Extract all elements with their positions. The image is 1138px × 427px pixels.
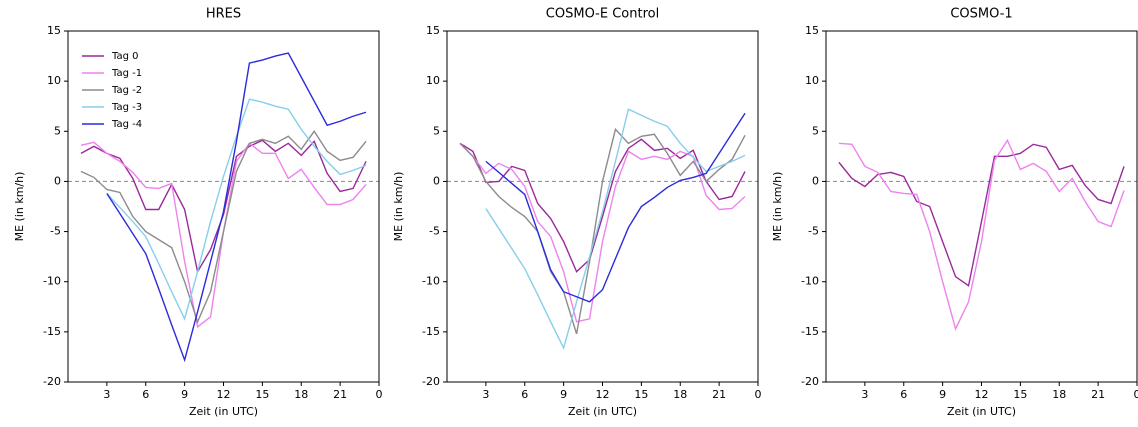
x-tick-label: 3	[103, 388, 110, 401]
y-tick-label: 5	[812, 124, 819, 137]
plot-frame	[447, 31, 758, 382]
panel: COSMO-E Control Zeit (in UTC) ME (in km/h)…	[392, 7, 762, 419]
x-tick-label: 12	[596, 388, 610, 401]
line-series	[460, 129, 745, 334]
line-series	[81, 140, 366, 271]
chart-title: HRES	[206, 7, 241, 22]
line-series	[839, 144, 1124, 285]
x-tick-label: 15	[255, 388, 269, 401]
y-tick-label: -20	[801, 375, 819, 388]
panel: HRES Zeit (in UTC) ME (in km/h) -20 -15 -10 -5…	[13, 7, 383, 419]
y-tick-label: -15	[422, 325, 440, 338]
y-tick-label: -15	[43, 325, 61, 338]
y-tick-label: 10	[805, 74, 819, 87]
x-tick-label: 21	[1091, 388, 1105, 401]
x-tick-label: 21	[333, 388, 347, 401]
y-tick-label: 0	[812, 174, 819, 187]
x-tick-label: 0	[376, 388, 383, 401]
x-tick-label: 9	[560, 388, 567, 401]
y-tick-label: 15	[47, 24, 61, 37]
panel: COSMO-1 Zeit (in UTC) ME (in km/h) -20 -15 -1…	[771, 7, 1138, 419]
y-tick-label: 0	[54, 174, 61, 187]
y-tick-label: -5	[808, 225, 819, 238]
line-series	[460, 139, 745, 271]
x-axis-label: Zeit (in UTC)	[568, 405, 637, 418]
x-tick-label: 3	[861, 388, 868, 401]
chart-title: COSMO-1	[950, 7, 1012, 22]
x-tick-label: 15	[634, 388, 648, 401]
y-tick-label: 15	[805, 24, 819, 37]
x-tick-label: 6	[142, 388, 149, 401]
x-axis-label: Zeit (in UTC)	[189, 405, 258, 418]
x-tick-label: 18	[1052, 388, 1066, 401]
y-axis-label: ME (in km/h)	[13, 172, 26, 242]
y-tick-label: -20	[43, 375, 61, 388]
x-tick-label: 18	[294, 388, 308, 401]
x-tick-label: 6	[521, 388, 528, 401]
y-tick-label: 0	[433, 174, 440, 187]
line-series	[839, 140, 1124, 329]
legend-label: Tag -2	[111, 85, 142, 96]
line-series	[460, 143, 745, 322]
y-tick-label: 15	[426, 24, 440, 37]
x-tick-label: 18	[673, 388, 687, 401]
y-tick-label: 10	[426, 74, 440, 87]
y-tick-label: -15	[801, 325, 819, 338]
line-series	[81, 131, 366, 322]
x-tick-label: 12	[217, 388, 231, 401]
x-tick-label: 0	[1134, 388, 1138, 401]
legend-label: Tag 0	[111, 51, 138, 62]
y-tick-label: -5	[429, 225, 440, 238]
line-series	[486, 109, 745, 348]
x-tick-label: 3	[482, 388, 489, 401]
x-tick-label: 12	[975, 388, 989, 401]
legend-label: Tag -3	[111, 102, 142, 113]
y-axis-label: ME (in km/h)	[771, 172, 784, 242]
y-tick-label: -10	[801, 275, 819, 288]
legend-label: Tag -1	[111, 68, 142, 79]
chart-title: COSMO-E Control	[546, 7, 659, 22]
x-tick-label: 9	[939, 388, 946, 401]
x-axis-label: Zeit (in UTC)	[947, 405, 1016, 418]
x-tick-label: 15	[1013, 388, 1027, 401]
y-tick-label: -10	[43, 275, 61, 288]
legend-label: Tag -4	[111, 119, 142, 130]
y-tick-label: 5	[433, 124, 440, 137]
y-tick-label: 5	[54, 124, 61, 137]
line-series	[486, 113, 745, 302]
y-tick-label: 10	[47, 74, 61, 87]
plot-frame	[826, 31, 1137, 382]
x-tick-label: 6	[900, 388, 907, 401]
y-tick-label: -20	[422, 375, 440, 388]
y-tick-label: -5	[50, 225, 61, 238]
x-tick-label: 9	[181, 388, 188, 401]
x-tick-label: 21	[712, 388, 726, 401]
x-tick-label: 0	[755, 388, 762, 401]
line-series	[107, 53, 366, 360]
y-tick-label: -10	[422, 275, 440, 288]
y-axis-label: ME (in km/h)	[392, 172, 405, 242]
